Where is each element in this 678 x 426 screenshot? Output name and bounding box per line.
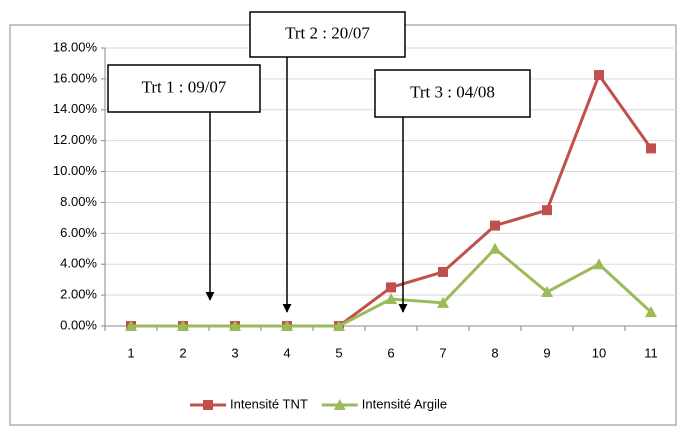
point	[125, 320, 137, 331]
point	[281, 320, 293, 331]
legend-label: Intensité Argile	[362, 396, 447, 411]
x-tick-label: 5	[335, 345, 342, 360]
point	[490, 220, 500, 231]
y-tick-label: 10.00%	[53, 163, 98, 178]
annotation-text: Trt 3 : 04/08	[410, 82, 495, 101]
x-tick-label: 11	[644, 345, 658, 360]
point	[437, 296, 449, 308]
y-tick-label: 2.00%	[60, 287, 97, 302]
x-tick-label: 7	[439, 345, 446, 360]
annotation-text: Trt 1 : 09/07	[142, 77, 227, 96]
annotation-box	[374, 69, 531, 118]
point	[645, 306, 657, 318]
legend-marker	[333, 399, 346, 410]
point	[593, 258, 605, 270]
point	[438, 266, 448, 277]
point	[386, 282, 396, 293]
x-tick-label: 9	[543, 345, 550, 360]
point	[229, 320, 241, 331]
y-tick-label: 0.00%	[60, 317, 97, 332]
x-tick-label: 6	[387, 345, 394, 360]
x-tick-label: 3	[231, 345, 238, 360]
x-tick-label: 10	[592, 345, 606, 360]
y-tick-label: 18.00%	[53, 39, 98, 54]
legend-label: Intensité TNT	[230, 396, 308, 411]
point	[177, 320, 189, 331]
annotation-box	[107, 64, 261, 113]
point	[542, 205, 552, 216]
point	[385, 292, 397, 304]
y-tick-label: 14.00%	[53, 101, 98, 116]
point	[541, 286, 553, 298]
legend-marker	[203, 400, 213, 410]
y-tick-label: 8.00%	[60, 194, 97, 209]
y-tick-label: 6.00%	[60, 225, 97, 240]
x-tick-label: 2	[179, 345, 186, 360]
point	[489, 242, 501, 254]
annotation-text: Trt 2 : 20/07	[285, 23, 370, 42]
point	[333, 320, 345, 331]
y-tick-label: 16.00%	[53, 70, 98, 85]
point	[594, 70, 604, 81]
y-tick-label: 4.00%	[60, 256, 97, 271]
x-tick-label: 8	[491, 345, 498, 360]
x-tick-label: 4	[283, 345, 290, 360]
annotation-box	[249, 11, 406, 58]
y-tick-label: 12.00%	[53, 132, 98, 147]
x-tick-label: 1	[127, 345, 134, 360]
point	[646, 143, 656, 154]
